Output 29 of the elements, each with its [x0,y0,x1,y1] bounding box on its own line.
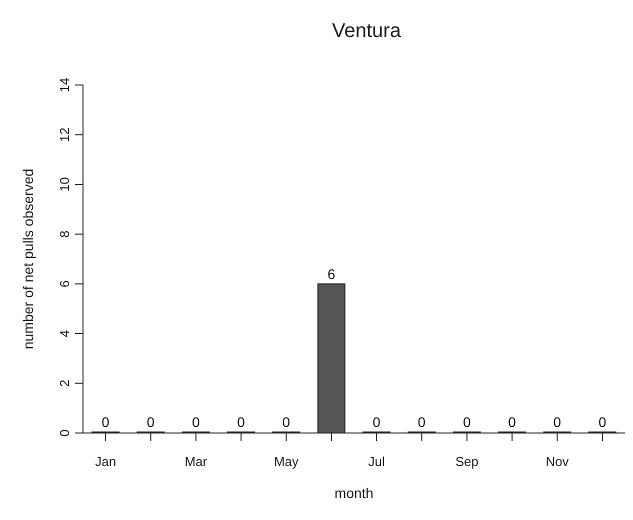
data-label: 6 [327,266,336,282]
data-label: 0 [192,414,200,430]
x-tick-label: Nov [546,454,570,470]
data-label: 0 [102,414,110,430]
data-label: 0 [282,414,290,430]
y-tick-label: 14 [57,78,72,92]
data-label: 0 [508,414,516,430]
y-tick-label: 6 [57,280,72,288]
y-tick-label: 8 [57,230,72,238]
data-label: 0 [462,414,471,430]
data-label: 0 [372,414,381,430]
data-label: 0 [146,414,155,430]
data-label: 0 [553,414,562,430]
chart-title: Ventura [331,20,402,43]
y-tick-label: 0 [57,429,72,437]
y-tick-label: 12 [57,127,72,142]
x-tick-label: Jul [368,454,385,470]
y-axis-title: number of net pulls observed [20,168,36,350]
x-tick-label: Mar [184,454,208,470]
data-label: 0 [598,414,606,430]
x-tick-label: Jan [95,454,116,470]
x-tick-label: May [274,454,300,470]
x-axis-title: month [334,485,374,501]
y-tick-label: 2 [57,380,72,387]
y-tick-label: 10 [57,177,72,192]
x-tick-label: Sep [455,454,478,470]
y-tick-label: 4 [57,330,72,338]
data-label: 0 [237,414,246,430]
data-label: 0 [418,414,426,430]
